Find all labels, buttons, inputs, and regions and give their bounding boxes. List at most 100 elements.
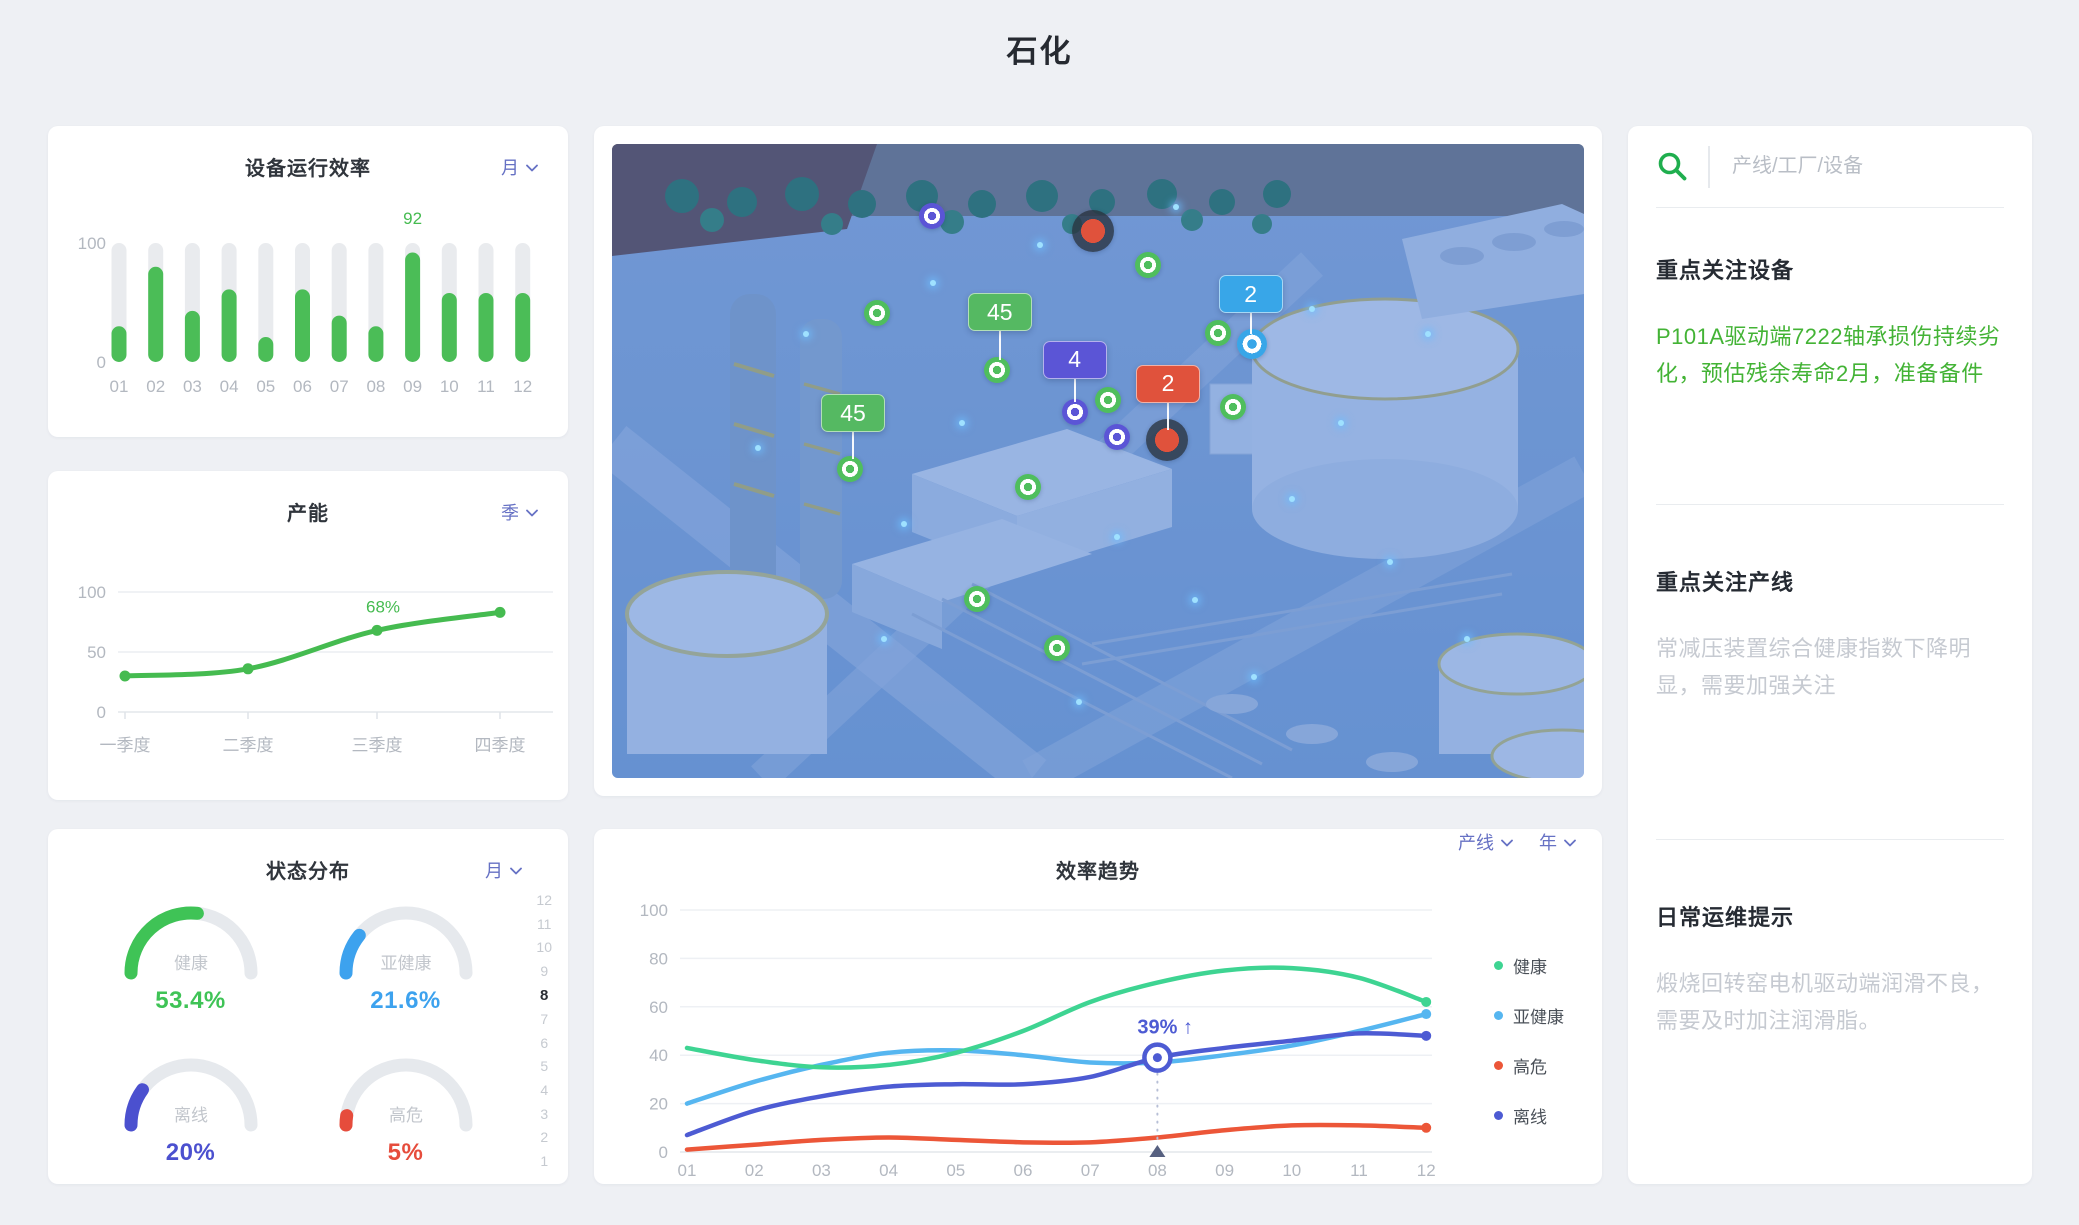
month-rail-item[interactable]: 2 (540, 1129, 549, 1146)
map-marker-ring-green[interactable] (964, 586, 991, 613)
map-marker-ring-blue[interactable] (1236, 328, 1267, 359)
month-rail-item[interactable]: 12 (536, 892, 552, 908)
legend-item[interactable]: 离线 (1494, 1103, 1564, 1128)
glow-dot (803, 331, 810, 338)
year-filter-label: 年 (1539, 833, 1557, 853)
svg-text:100: 100 (640, 901, 668, 920)
map-marker-ring-green[interactable] (1204, 319, 1231, 346)
panel-section-text: P101A驱动端7222轴承损伤持续劣化，预估残余寿命2月，准备备件 (1656, 324, 2001, 386)
svg-text:50: 50 (87, 643, 106, 662)
svg-text:100: 100 (78, 234, 106, 253)
map-marker-ring-green[interactable] (1015, 473, 1042, 500)
glow-dot (1425, 331, 1432, 338)
trend-filters: 产线 年 (1458, 829, 1576, 855)
glow-dot (1172, 204, 1179, 211)
card-capacity: 产能 季 0 50 100 68% 一季度 二季度 三季度 四季度 (48, 471, 568, 800)
svg-text:80: 80 (649, 949, 668, 968)
map-marker-ring-green[interactable] (1134, 252, 1161, 279)
map-marker-ring-green[interactable] (864, 299, 891, 326)
month-rail: 12 11 10 9 8 7 6 5 4 3 2 1 (536, 893, 552, 1168)
map-marker-ring-green[interactable] (983, 356, 1010, 383)
legend-item[interactable]: 高危 (1494, 1053, 1564, 1078)
card-efficiency-trend: 效率趋势 产线 年 0 20 40 60 80 100 01 02 03 04 05 06 07 08 09… (594, 829, 1602, 1184)
svg-text:09: 09 (1215, 1161, 1234, 1180)
search-divider (1708, 145, 1710, 188)
svg-text:05: 05 (256, 377, 275, 396)
map-marker-ring-green[interactable] (837, 456, 864, 483)
panel-section: 日常运维提示 煅烧回转窑电机驱动端润滑不良，需要及时加注润滑脂。 (1656, 840, 2004, 1039)
month-rail-item[interactable]: 5 (540, 1058, 549, 1075)
card-header: 设备运行效率 月 (48, 126, 568, 180)
gauge-item: 高危 5% (298, 1041, 513, 1169)
svg-text:11: 11 (477, 377, 495, 396)
legend-label: 健康 (1513, 958, 1547, 977)
card-title: 效率趋势 (1056, 861, 1140, 883)
svg-text:07: 07 (1081, 1161, 1100, 1180)
period-dropdown[interactable]: 月 (485, 857, 522, 883)
year-filter-dropdown[interactable]: 年 (1539, 829, 1576, 855)
card-title: 产能 (287, 503, 329, 525)
legend-dot (1494, 1111, 1503, 1120)
map-marker-ring-indigo[interactable] (918, 203, 945, 230)
svg-text:12: 12 (1417, 1161, 1436, 1180)
gauge-arc: 健康 (124, 906, 257, 980)
card-header: 效率趋势 产线 年 (594, 829, 1602, 883)
center-column: 45 4 2 2 45 效率趋势 产线 年 0 20 40 60 80 100 01 02 03 04 05… (594, 126, 1602, 1184)
svg-text:05: 05 (946, 1161, 965, 1180)
legend-item[interactable]: 健康 (1494, 953, 1564, 978)
svg-text:60: 60 (649, 998, 668, 1017)
plant-map[interactable]: 45 4 2 2 45 (612, 144, 1584, 778)
month-rail-item[interactable]: 9 (540, 962, 549, 979)
line-filter-dropdown[interactable]: 产线 (1458, 829, 1513, 855)
search-input[interactable] (1732, 155, 2004, 178)
dashboard-layout: 设备运行效率 月 100 0 01 02 03 04 05 06 07 08 09 10 11 12 92 … (0, 126, 2079, 1184)
month-rail-item[interactable]: 1 (540, 1152, 549, 1169)
svg-text:0: 0 (659, 1143, 668, 1162)
card-title: 设备运行效率 (245, 158, 371, 180)
map-badge[interactable]: 45 (821, 394, 886, 433)
svg-text:06: 06 (293, 377, 312, 396)
map-marker-ring-green[interactable] (1044, 635, 1071, 662)
map-badge[interactable]: 2 (1218, 275, 1283, 314)
svg-text:亚健康: 亚健康 (380, 954, 431, 973)
map-marker-ring-green[interactable] (1220, 394, 1247, 421)
gauge-value: 5% (387, 1139, 424, 1166)
page-title: 石化 (1006, 34, 1073, 69)
map-marker-ring-indigo[interactable] (1061, 399, 1088, 426)
glow-dot (900, 521, 907, 528)
month-rail-item[interactable]: 7 (540, 1011, 549, 1028)
chevron-down-icon (1564, 839, 1576, 847)
month-rail-item[interactable]: 6 (540, 1034, 549, 1051)
month-rail-item[interactable]: 3 (540, 1105, 549, 1122)
period-dropdown[interactable]: 季 (501, 499, 538, 525)
map-badge[interactable]: 2 (1135, 364, 1200, 403)
svg-text:离线: 离线 (174, 1106, 208, 1125)
glow-dot (754, 445, 761, 452)
trend-legend: 健康 亚健康 高危 离线 (1494, 953, 1564, 1128)
svg-text:40: 40 (649, 1046, 668, 1065)
svg-text:92: 92 (403, 209, 422, 228)
period-dropdown-label: 季 (501, 503, 519, 523)
svg-text:02: 02 (146, 377, 165, 396)
search-bar (1656, 126, 2004, 208)
map-alert-dot[interactable] (1072, 210, 1115, 253)
glow-dot (1464, 635, 1471, 642)
panel-section-heading: 重点关注产线 (1656, 570, 1795, 595)
gauge-value: 20% (165, 1139, 216, 1166)
map-badge[interactable]: 4 (1042, 340, 1107, 379)
month-rail-item[interactable]: 10 (536, 939, 552, 956)
map-marker-ring-indigo[interactable] (1104, 423, 1131, 450)
svg-text:四季度: 四季度 (475, 736, 526, 755)
panel-section: 重点关注产线 常减压装置综合健康指数下降明显，需要加强关注 (1656, 505, 2004, 840)
card-header: 状态分布 月 (48, 829, 568, 883)
panel-section-heading: 重点关注设备 (1656, 258, 1795, 283)
period-dropdown[interactable]: 月 (501, 154, 538, 180)
month-rail-item[interactable]: 8 (540, 986, 549, 1004)
month-rail-item[interactable]: 4 (540, 1082, 549, 1098)
map-badge[interactable]: 45 (967, 293, 1032, 331)
month-rail-item[interactable]: 11 (536, 915, 552, 932)
svg-text:10: 10 (440, 377, 459, 396)
svg-text:01: 01 (678, 1161, 697, 1180)
legend-item[interactable]: 亚健康 (1494, 1003, 1564, 1028)
map-marker-ring-green[interactable] (1094, 387, 1121, 414)
